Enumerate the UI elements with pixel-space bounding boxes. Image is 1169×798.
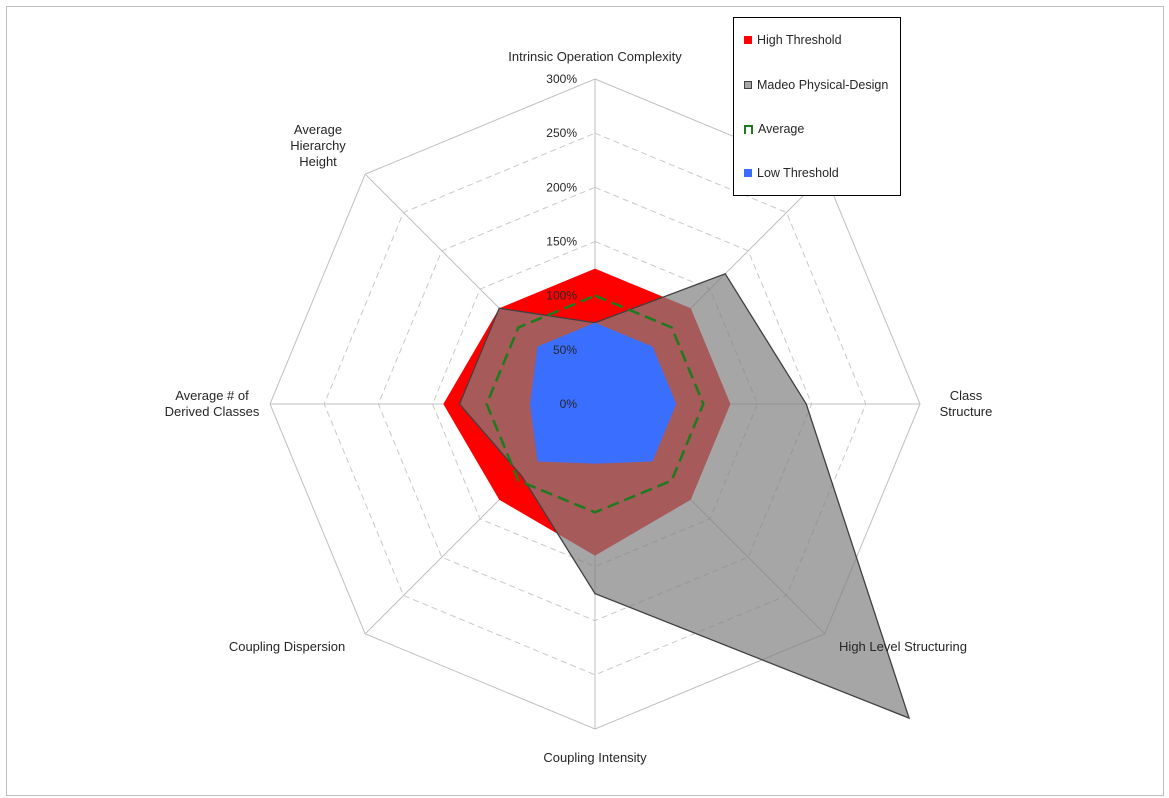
grid-ring — [323, 132, 867, 676]
axis-label-line: Average # of — [175, 388, 249, 403]
legend: High Threshold Madeo Physical-Design Ave… — [733, 17, 901, 196]
axis-label: Average # of Derived Classes — [165, 388, 260, 419]
axis-label: Coupling Intensity — [543, 750, 647, 765]
axis-label-line: Class — [950, 388, 983, 403]
series-area — [530, 322, 677, 464]
axis-label: High Level Structuring — [839, 639, 967, 654]
axis-label-line: Coupling Intensity — [543, 750, 647, 765]
axis-label: Intrinsic Operation Complexity — [508, 49, 682, 64]
legend-swatch-gray — [744, 81, 752, 89]
legend-swatch-red — [744, 36, 752, 44]
axis-label-line: Hierarchy — [290, 138, 346, 153]
legend-label: High Threshold — [757, 33, 842, 47]
axis-label-line: Coupling Dispersion — [229, 639, 345, 654]
legend-label: Average — [758, 122, 805, 136]
tick-label-layer: 0% 50% 100% 150% 200% 250% 300% — [546, 72, 577, 411]
legend-item-average: Average — [744, 121, 804, 137]
axis-label-line: Structure — [940, 404, 993, 419]
legend-label: Madeo Physical-Design — [757, 78, 889, 92]
axis-label-line: Height — [299, 154, 337, 169]
axis-label-line: Average — [294, 122, 342, 137]
radial-tick-label: 150% — [546, 235, 577, 249]
axis-label: Class Structure — [940, 388, 993, 419]
radial-tick-label: 200% — [546, 180, 577, 194]
radial-tick-label: 300% — [546, 72, 577, 86]
legend-swatch-dashed-line — [744, 124, 753, 134]
legend-swatch-blue — [744, 169, 752, 177]
series-layer — [443, 268, 911, 720]
radial-tick-label: 50% — [553, 343, 577, 357]
legend-label: Low Threshold — [757, 166, 839, 180]
radial-tick-label: 100% — [546, 289, 577, 303]
axis-label-line: Derived Classes — [165, 404, 260, 419]
legend-item-low-threshold: Low Threshold — [744, 165, 839, 181]
series-line — [485, 294, 705, 514]
axis-label: Average Hierarchy Height — [290, 122, 346, 169]
axis-label-line: High Level Structuring — [839, 639, 967, 654]
axis-label-line: Intrinsic Operation Complexity — [508, 49, 682, 64]
radial-tick-label: 0% — [560, 397, 578, 411]
radial-tick-label: 250% — [546, 126, 577, 140]
legend-item-high-threshold: High Threshold — [744, 32, 842, 48]
axis-label: Coupling Dispersion — [229, 639, 345, 654]
legend-item-madeo: Madeo Physical-Design — [744, 77, 888, 93]
